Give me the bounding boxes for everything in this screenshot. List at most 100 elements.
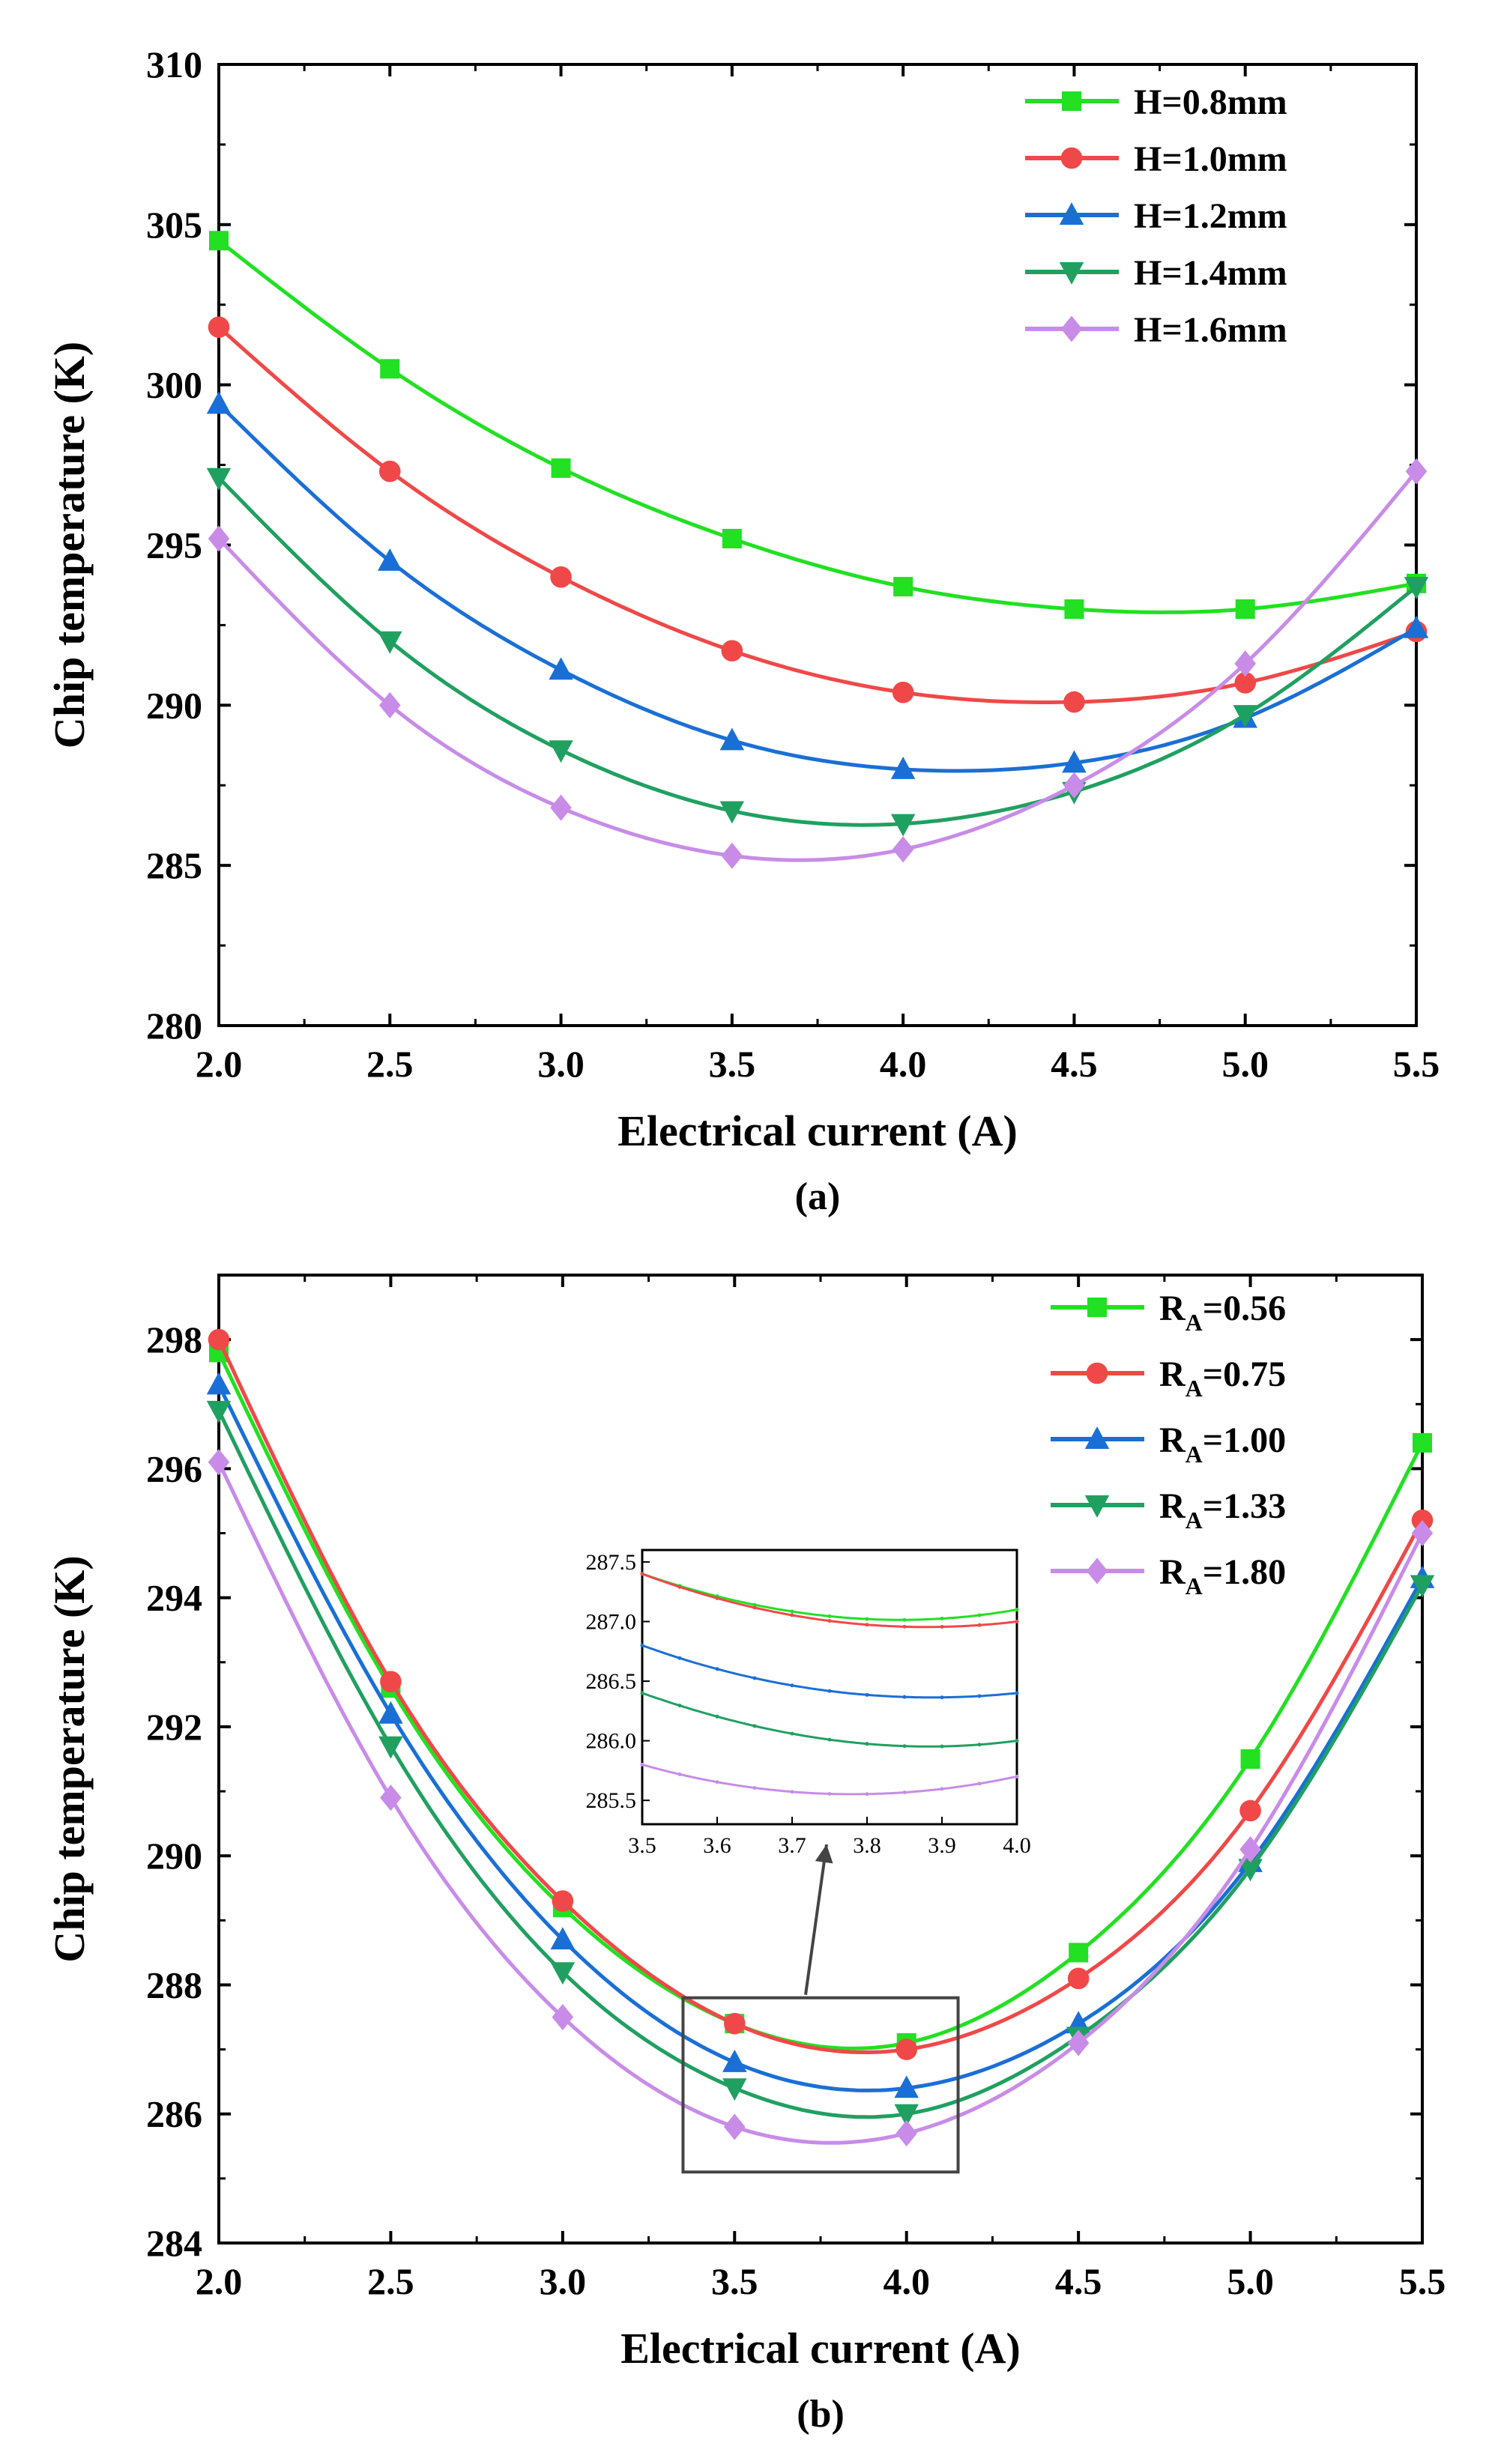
legend-label: H=1.2mm: [1134, 196, 1287, 236]
x-tick-label: 3.5: [711, 2260, 758, 2302]
inset-series-5-dot: [677, 1772, 682, 1776]
series-2-point: [208, 316, 230, 338]
legend-label-main: R: [1159, 1354, 1186, 1394]
series-3-point: [722, 2049, 747, 2072]
series-5-point: [1411, 1519, 1434, 1547]
legend-label-sub: A: [1186, 1572, 1203, 1599]
panel-label: (a): [795, 1175, 841, 1218]
panel-a: 2.0 2.5 3.0 3.5 4.0 4.5 5.0 5.5 280 285 290 295 300 3…: [45, 43, 1440, 1218]
y-tick-label: 294: [146, 1577, 202, 1619]
legend-marker: [1059, 262, 1084, 285]
series-4-point: [1410, 1575, 1435, 1598]
inset-series-5-dot: [715, 1780, 719, 1785]
legend-label-rest: =1.00: [1203, 1420, 1286, 1460]
x-tick-label: 3.0: [537, 1043, 585, 1085]
series-line-4: [217, 1409, 1425, 2119]
inset-x-tick-label: 3.7: [778, 1833, 806, 1858]
inset-x-tick-label: 3.5: [628, 1833, 656, 1858]
inset-series-5-dot: [1015, 1774, 1019, 1779]
series-5-point: [723, 2113, 746, 2140]
series-2-point: [552, 1890, 574, 1912]
legend-label: RA=1.33: [1159, 1486, 1286, 1534]
legend-label-main: R: [1159, 1486, 1186, 1526]
series-line-2: [217, 1339, 1425, 2054]
series-4-point: [378, 1736, 403, 1759]
inset-series-3-dot: [827, 1689, 832, 1693]
series-1-point: [1413, 1432, 1432, 1453]
legend-label-rest: =1.33: [1203, 1486, 1286, 1526]
legend-marker: [1084, 1426, 1110, 1449]
series-line-3: [217, 1384, 1425, 2092]
series-5-point: [550, 794, 572, 821]
series-5-point: [378, 691, 401, 718]
y-tick-label: 300: [146, 364, 202, 406]
callout-arrow-line: [804, 1844, 828, 1995]
inset-series-4-dot: [790, 1731, 794, 1736]
series-1-point: [1240, 1749, 1260, 1769]
inset-y-tick-label: 287.0: [586, 1609, 637, 1634]
inset-x-tick-label: 3.9: [928, 1833, 956, 1858]
series-3-point: [894, 2075, 919, 2098]
inset-series-5-dot: [940, 1787, 944, 1791]
legend-label-sub: A: [1186, 1309, 1203, 1336]
x-tick-label: 5.5: [1399, 2260, 1446, 2302]
series-2-point: [380, 1671, 402, 1692]
y-tick-label: 310: [146, 43, 202, 85]
legend-label: H=1.4mm: [1134, 253, 1287, 293]
x-tick-label: 5.5: [1393, 1043, 1440, 1085]
legend-label-main: R: [1159, 1552, 1186, 1592]
series-4-point: [894, 2104, 919, 2127]
x-tick-label: 2.0: [196, 1043, 243, 1085]
y-tick-label: 292: [146, 1706, 202, 1748]
x-tick-label: 4.0: [883, 2260, 930, 2302]
series-3-point: [206, 391, 232, 414]
series-5-point: [892, 836, 914, 863]
inset-series-2-dot: [640, 1572, 644, 1576]
inset-x-tick-label: 3.6: [703, 1833, 731, 1858]
panel-b: 2.0 2.5 3.0 3.5 4.0 4.5 5.0 5.5 284 286 288 290 292 2…: [45, 1274, 1446, 2436]
y-tick-label: 284: [146, 2222, 202, 2264]
inset-series-4-dot: [865, 1742, 869, 1746]
series-1-point: [722, 528, 742, 548]
series-5-point: [208, 525, 230, 552]
series-1-point: [1235, 599, 1255, 620]
inset-series-3-dot: [977, 1694, 982, 1698]
series-3-point: [890, 756, 916, 779]
legend-label: RA=0.75: [1159, 1354, 1286, 1402]
legend-marker: [1062, 91, 1081, 111]
series-4-point: [549, 740, 573, 763]
panel-label: (b): [797, 2393, 845, 2436]
inset-series-4-dot: [640, 1691, 644, 1695]
inset-y-tick-label: 285.5: [586, 1788, 637, 1813]
series-2-point: [1234, 672, 1257, 694]
inset-series-4-dot: [715, 1714, 719, 1719]
legend-label-rest: =0.56: [1203, 1289, 1286, 1328]
inset-series-5-dot: [752, 1785, 757, 1790]
x-tick-label: 5.0: [1221, 1043, 1269, 1085]
inset-series-2-dot: [1015, 1619, 1019, 1623]
series-3-point: [719, 727, 745, 751]
inset-series-1-dot: [752, 1602, 757, 1607]
series-3-point: [206, 1372, 232, 1395]
legend-label: RA=1.00: [1159, 1420, 1286, 1468]
legend-label-sub: A: [1186, 1507, 1203, 1534]
inset-y-tick-label: 287.5: [586, 1550, 637, 1575]
y-axis-title: Chip temperature (K): [45, 342, 94, 748]
x-tick-label: 2.5: [367, 2260, 414, 2302]
zoom-region-box: [681, 1996, 960, 2174]
series-5-point: [1405, 458, 1428, 485]
inset-series-2-dot: [790, 1613, 794, 1617]
series-4-point: [890, 814, 916, 837]
inset-series-5-dot: [827, 1791, 832, 1796]
series-3-point: [378, 1701, 403, 1724]
legend-label-main: R: [1159, 1420, 1186, 1460]
inset-series-2-dot: [902, 1624, 907, 1629]
inset-series-4-dot: [940, 1744, 944, 1749]
series-line-5: [217, 1461, 1425, 2145]
inset-series-4-dot: [902, 1744, 907, 1749]
x-tick-label: 4.5: [1055, 2260, 1102, 2302]
legend-label: RA=1.80: [1159, 1552, 1286, 1599]
inset-series-3-dot: [865, 1692, 869, 1697]
inset-series-3-dot: [715, 1667, 719, 1671]
